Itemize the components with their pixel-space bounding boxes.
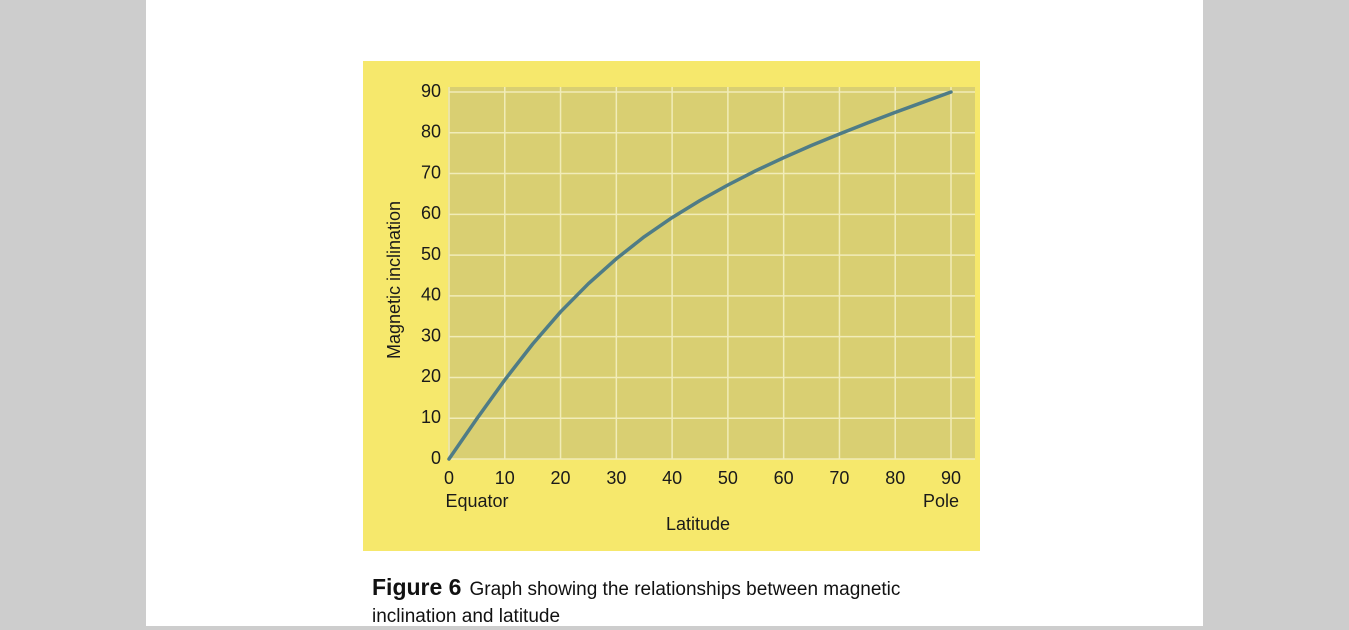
- y-tick-label: 10: [421, 407, 441, 427]
- caption-text: Graph showing the relationships between …: [372, 579, 901, 627]
- x-end-label: Equator: [445, 491, 508, 511]
- y-axis-label: Magnetic inclination: [384, 201, 404, 359]
- y-tick-label: 0: [431, 448, 441, 468]
- chart: Latitude Magnetic inclination 0 10 20 30 40 5…: [363, 61, 980, 551]
- x-tick-label: 20: [551, 468, 571, 488]
- plot-area: [448, 87, 975, 459]
- y-tick-label: 40: [421, 285, 441, 305]
- data-line: [447, 90, 953, 461]
- x-tick-label: 40: [662, 468, 682, 488]
- x-tick-label: 10: [495, 468, 515, 488]
- x-tick-label: 30: [606, 468, 626, 488]
- caption: Figure 6 Graph showing the relationships …: [372, 574, 982, 630]
- x-tick-label: 80: [885, 468, 905, 488]
- x-tick-label: 60: [774, 468, 794, 488]
- x-tick-label: 90: [941, 468, 961, 488]
- y-tick-label: 80: [421, 122, 441, 142]
- caption-label: Figure 6: [372, 574, 462, 600]
- y-tick-label: 20: [421, 366, 441, 386]
- y-tick-label: 30: [421, 325, 441, 345]
- y-tick-label: 50: [421, 244, 441, 264]
- y-tick-label: 90: [421, 81, 441, 101]
- y-tick-label: 60: [421, 203, 441, 223]
- x-tick-label: 50: [718, 468, 738, 488]
- x-end-label: Pole: [923, 491, 959, 511]
- y-tick-label: 70: [421, 162, 441, 182]
- x-tick-label: 70: [829, 468, 849, 488]
- x-tick-label: 0: [444, 468, 454, 488]
- x-axis-label: Latitude: [666, 514, 730, 534]
